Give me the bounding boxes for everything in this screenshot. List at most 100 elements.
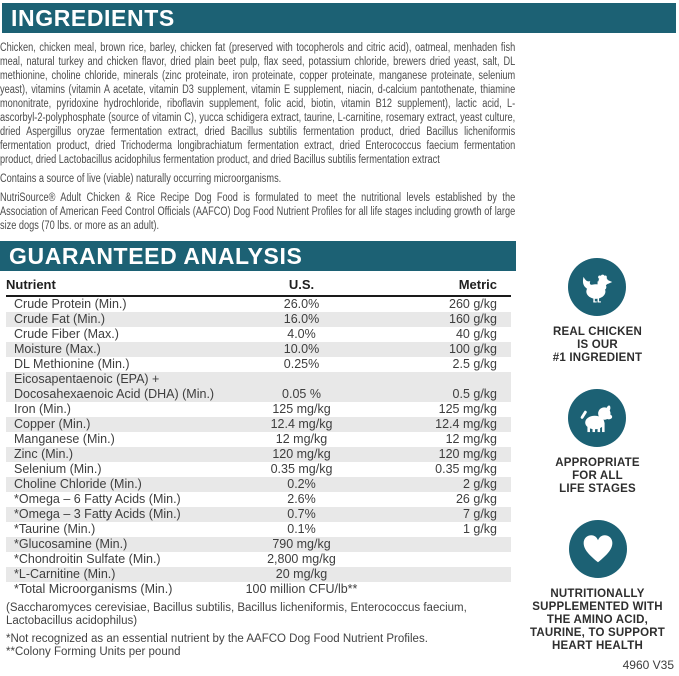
- us-value-cell: 4.0%: [287, 327, 316, 341]
- table-row: Iron (Min.) 125 mg/kg 125 mg/kg: [6, 402, 511, 417]
- us-value-cell: 0.25%: [283, 357, 320, 371]
- us-value-cell: 10.0%: [283, 342, 320, 356]
- nutrient-cell: Zinc (Min.): [14, 447, 74, 461]
- table-row: Crude Fat (Min.) 16.0% 160 g/kg: [6, 312, 511, 327]
- guaranteed-analysis-title-bar: GUARANTEED ANALYSIS: [0, 241, 516, 271]
- table-row: Choline Chloride (Min.) 0.2% 2 g/kg: [6, 477, 511, 492]
- contains-statement: Contains a source of live (viable) natur…: [0, 173, 282, 185]
- metric-value-cell: 12 mg/kg: [445, 432, 497, 446]
- badge-life-stages: APPROPRIATE FOR ALL LIFE STAGES: [555, 389, 640, 496]
- nutrient-cell: DL Methionine (Min.): [14, 357, 130, 371]
- us-value-cell: 0.2%: [287, 477, 316, 491]
- nutrient-cell: Manganese (Min.): [14, 432, 115, 446]
- us-value-cell: 790 mg/kg: [272, 537, 331, 551]
- table-row: *L-Carnitine (Min.) 20 mg/kg: [6, 567, 511, 582]
- us-value-cell: 120 mg/kg: [272, 447, 331, 461]
- badge-caption: NUTRITIONALLY SUPPLEMENTED WITH THE AMIN…: [530, 588, 665, 652]
- table-row: Eicosapentaenoic (EPA) + Docosahexaenoic…: [6, 372, 511, 402]
- nutrient-cell: Selenium (Min.): [14, 462, 102, 476]
- metric-value-cell: 160 g/kg: [449, 312, 497, 326]
- metric-value-cell: 26 g/kg: [455, 492, 497, 506]
- metric-value-cell: 0.5 g/kg: [452, 387, 497, 401]
- nutrient-cell: Crude Fat (Min.): [14, 312, 105, 326]
- nutrient-cell: Crude Protein (Min.): [14, 297, 127, 311]
- us-value-cell: 0.35 mg/kg: [270, 462, 333, 476]
- metric-value-cell: [359, 567, 511, 582]
- metric-value-cell: 2 g/kg: [462, 477, 497, 491]
- us-value-cell: 100 million CFU/lb**: [245, 582, 358, 596]
- nutrient-cell: Choline Chloride (Min.): [14, 477, 142, 491]
- us-value-cell: 26.0%: [283, 297, 320, 311]
- badge-heart-health: NUTRITIONALLY SUPPLEMENTED WITH THE AMIN…: [530, 520, 665, 653]
- nutrient-cell: Crude Fiber (Max.): [14, 327, 119, 341]
- table-row: *Omega – 6 Fatty Acids (Min.) 2.6% 26 g/kg: [6, 492, 511, 507]
- table-row: *Chondroitin Sulfate (Min.) 2,800 mg/kg: [6, 552, 511, 567]
- nutrient-cell: Iron (Min.): [14, 402, 71, 416]
- badge-real-chicken: REAL CHICKEN IS OUR #1 INGREDIENT: [553, 258, 643, 365]
- us-value-cell: 0.05 %: [282, 387, 321, 401]
- nutrient-cell: *L-Carnitine (Min.): [14, 567, 116, 581]
- us-value-cell: 12 mg/kg: [275, 432, 328, 446]
- table-row: *Taurine (Min.) 0.1% 1 g/kg: [6, 522, 511, 537]
- ingredients-text: Chicken, chicken meal, brown rice, barle…: [0, 42, 516, 166]
- nutrient-cell: *Omega – 6 Fatty Acids (Min.): [14, 492, 181, 506]
- heart-icon: [568, 520, 627, 578]
- col-header-us: U.S.: [244, 275, 359, 297]
- metric-value-cell: 125 mg/kg: [438, 402, 497, 416]
- us-value-cell: 125 mg/kg: [272, 402, 331, 416]
- table-row: *Total Microorganisms (Min.) 100 million …: [6, 582, 511, 597]
- metric-value-cell: 260 g/kg: [449, 297, 497, 311]
- table-row: Manganese (Min.) 12 mg/kg 12 mg/kg: [6, 432, 511, 447]
- footnote-not-recognized: *Not recognized as an essential nutrient…: [6, 633, 428, 645]
- table-row: Moisture (Max.) 10.0% 100 g/kg: [6, 342, 511, 357]
- metric-value-cell: [359, 537, 511, 552]
- col-header-metric: Metric: [359, 275, 511, 297]
- nutrient-cell: *Total Microorganisms (Min.): [14, 582, 173, 596]
- badge-caption: REAL CHICKEN IS OUR #1 INGREDIENT: [552, 326, 643, 364]
- metric-value-cell: 40 g/kg: [455, 327, 497, 341]
- footnote-organism-list: (Saccharomyces cerevisiae, Bacillus subt…: [6, 602, 467, 627]
- us-value-cell: 16.0%: [283, 312, 320, 326]
- table-row: Crude Protein (Min.) 26.0% 260 g/kg: [6, 296, 511, 312]
- metric-value-cell: 100 g/kg: [449, 342, 497, 356]
- aafco-statement: NutriSource® Adult Chicken & Rice Recipe…: [0, 192, 516, 232]
- nutrient-cell: *Omega – 3 Fatty Acids (Min.): [14, 507, 181, 521]
- nutrient-cell: Copper (Min.): [14, 417, 91, 431]
- guaranteed-analysis-table: Nutrient U.S. Metric Crude Protein (Min.…: [6, 275, 511, 597]
- sku-version-code: 4960 V35: [622, 658, 674, 672]
- metric-value-cell: 0.35 mg/kg: [435, 462, 497, 476]
- col-header-nutrient: Nutrient: [6, 275, 244, 297]
- chicken-icon: [568, 258, 627, 316]
- main-column: Chicken, chicken meal, brown rice, barle…: [0, 33, 516, 676]
- table-row: Copper (Min.) 12.4 mg/kg 12.4 mg/kg: [6, 417, 511, 432]
- table-row: *Omega – 3 Fatty Acids (Min.) 0.7% 7 g/kg: [6, 507, 511, 522]
- us-value-cell: 2.6%: [287, 492, 316, 506]
- dog-icon: [568, 389, 627, 447]
- nutrient-cell: *Chondroitin Sulfate (Min.): [14, 552, 161, 566]
- metric-value-cell: 2.5 g/kg: [452, 357, 497, 371]
- metric-value-cell: 120 mg/kg: [438, 447, 497, 461]
- nutrient-cell: *Glucosamine (Min.): [14, 537, 128, 551]
- metric-value-cell: [359, 582, 511, 597]
- nutrient-cell: *Taurine (Min.): [14, 522, 96, 536]
- metric-value-cell: [359, 552, 511, 567]
- us-value-cell: 0.1%: [287, 522, 316, 536]
- metric-value-cell: 1 g/kg: [462, 522, 497, 536]
- us-value-cell: 2,800 mg/kg: [267, 552, 336, 566]
- content-row: Chicken, chicken meal, brown rice, barle…: [0, 33, 679, 676]
- guaranteed-analysis-title: GUARANTEED ANALYSIS: [9, 243, 303, 269]
- ingredients-title-bar: INGREDIENTS: [2, 3, 676, 33]
- us-value-cell: 0.7%: [287, 507, 316, 521]
- nutrient-cell: Moisture (Max.): [14, 342, 101, 356]
- nutrient-cell: Eicosapentaenoic (EPA) + Docosahexaenoic…: [14, 372, 215, 401]
- metric-value-cell: 12.4 mg/kg: [435, 417, 497, 431]
- ingredients-title: INGREDIENTS: [11, 5, 175, 31]
- badge-caption: APPROPRIATE FOR ALL LIFE STAGES: [555, 457, 640, 495]
- footnote-colony-units: **Colony Forming Units per pound: [6, 645, 181, 658]
- metric-value-cell: 7 g/kg: [462, 507, 497, 521]
- footnotes: (Saccharomyces cerevisiae, Bacillus subt…: [6, 602, 511, 658]
- table-row: Selenium (Min.) 0.35 mg/kg 0.35 mg/kg: [6, 462, 511, 477]
- table-row: DL Methionine (Min.) 0.25% 2.5 g/kg: [6, 357, 511, 372]
- table-row: Zinc (Min.) 120 mg/kg 120 mg/kg: [6, 447, 511, 462]
